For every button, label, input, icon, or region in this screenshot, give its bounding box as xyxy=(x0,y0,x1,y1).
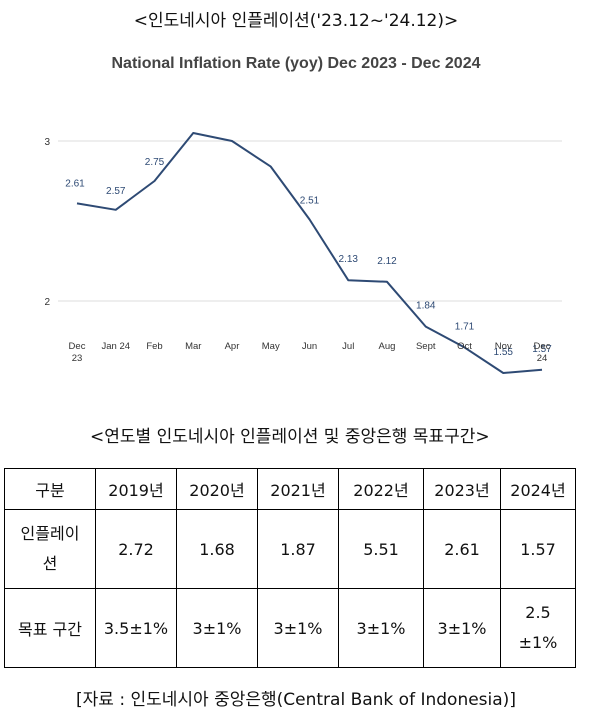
data-labels: 2.61 2.57 2.75 2.51 2.13 2.12 1.84 1.71 1.55 1.57 xyxy=(65,157,552,358)
header-2022: 2022년 xyxy=(338,468,424,510)
cell-target-2020: 3±1% xyxy=(176,588,258,668)
x-tick-label: 23 xyxy=(72,353,83,364)
cell-target-2019: 3.5±1% xyxy=(95,588,177,668)
cell-inflation-2022: 5.51 xyxy=(338,509,424,589)
data-label: 1.55 xyxy=(494,347,514,358)
y-tick-label: 3 xyxy=(44,137,50,148)
cell-line: ±1% xyxy=(518,633,558,652)
table-row-target: 목표 구간 3.5±1% 3±1% 3±1% 3±1% 3±1% 2.5 ±1% xyxy=(4,588,576,668)
row-label-inflation: 인플레이 션 xyxy=(4,509,96,589)
x-tick-label: Aug xyxy=(379,341,396,352)
header-2021: 2021년 xyxy=(257,468,339,510)
cell-target-2024: 2.5 ±1% xyxy=(500,588,576,668)
x-tick-label: Dec xyxy=(69,341,86,352)
x-tick-label: Jun xyxy=(302,341,317,352)
grid-lines xyxy=(58,140,562,302)
header-2024: 2024년 xyxy=(500,468,576,510)
cell-target-2023: 3±1% xyxy=(423,588,501,668)
x-tick-label: Jul xyxy=(342,341,354,352)
data-label: 2.12 xyxy=(377,256,397,267)
cell-inflation-2021: 1.87 xyxy=(257,509,339,589)
chart-title: National Inflation Rate (yoy) Dec 2023 -… xyxy=(111,55,480,72)
x-tick-label: Apr xyxy=(225,341,240,352)
cell-inflation-2019: 2.72 xyxy=(95,509,177,589)
x-tick-label: Mar xyxy=(185,341,201,352)
x-tick-label: 24 xyxy=(537,353,548,364)
x-tick-label: Nov xyxy=(495,341,512,352)
inflation-target-table: 구분 2019년 2020년 2021년 2022년 2023년 2024년 인… xyxy=(4,468,576,668)
chart-caption: <인도네시아 인플레이션('23.12~'24.12)> xyxy=(133,11,459,31)
series-line-layer xyxy=(76,132,543,374)
data-label: 2.51 xyxy=(300,195,320,206)
x-tick-label: Sept xyxy=(416,341,436,352)
cell-inflation-2023: 2.61 xyxy=(423,509,501,589)
cell-target-2022: 3±1% xyxy=(338,588,424,668)
header-category: 구분 xyxy=(4,468,96,510)
header-2019: 2019년 xyxy=(95,468,177,510)
table-header-row: 구분 2019년 2020년 2021년 2022년 2023년 2024년 xyxy=(4,468,576,510)
row-label-target: 목표 구간 xyxy=(4,588,96,668)
data-label: 2.61 xyxy=(65,178,85,189)
header-2020: 2020년 xyxy=(176,468,258,510)
table-row-inflation: 인플레이 션 2.72 1.68 1.87 5.51 2.61 1.57 xyxy=(4,509,576,589)
data-label: 1.71 xyxy=(455,321,475,332)
x-tick-label: Feb xyxy=(146,341,162,352)
data-label: 2.13 xyxy=(339,254,359,265)
y-tick-label: 2 xyxy=(44,297,50,308)
table-caption: <연도별 인도네시아 인플레이션 및 중앙은행 목표구간> xyxy=(90,427,490,447)
series-line xyxy=(76,132,543,374)
data-label: 2.75 xyxy=(145,157,165,168)
y-axis-ticks: 32 xyxy=(44,137,50,308)
data-label: 2.57 xyxy=(106,186,126,197)
cell-inflation-2020: 1.68 xyxy=(176,509,258,589)
x-tick-label: Dec xyxy=(534,341,551,352)
row-label-line: 인플레이 xyxy=(20,524,80,543)
source-note: [자료 : 인도네시아 중앙은행(Central Bank of Indones… xyxy=(76,690,516,710)
cell-line: 2.5 xyxy=(525,603,551,622)
data-label: 1.84 xyxy=(416,301,436,312)
x-tick-label: Oct xyxy=(457,341,472,352)
x-tick-label: Jan 24 xyxy=(101,341,130,352)
header-2023: 2023년 xyxy=(423,468,501,510)
x-tick-label: May xyxy=(262,341,280,352)
cell-inflation-2024: 1.57 xyxy=(500,509,576,589)
inflation-line-chart: National Inflation Rate (yoy) Dec 2023 -… xyxy=(44,55,562,374)
data-label: 1.57 xyxy=(532,344,552,355)
row-label-line: 션 xyxy=(42,554,58,573)
cell-target-2021: 3±1% xyxy=(257,588,339,668)
